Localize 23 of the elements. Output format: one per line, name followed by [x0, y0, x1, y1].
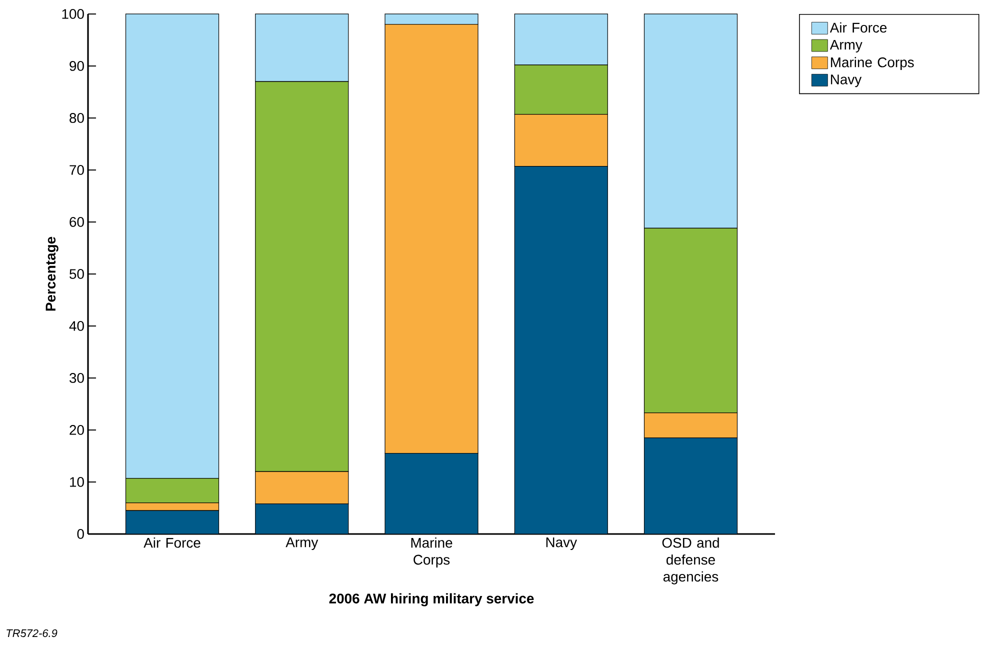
- y-tick-label: 80: [70, 113, 84, 123]
- y-tick-label: 70: [70, 165, 84, 175]
- legend-label: Air Force: [830, 22, 887, 33]
- text: TR572-6.9: [6, 629, 58, 638]
- y-tick-label: 30: [70, 373, 84, 383]
- x-tick-label: OSD and defense agencies: [662, 538, 719, 584]
- y-axis-title: Percentage: [46, 236, 58, 311]
- y-tick-label: 10: [70, 477, 84, 487]
- y-tick-label: 0: [77, 529, 84, 539]
- y-tick-label: 90: [70, 61, 84, 71]
- y-tick-label: 100: [62, 9, 84, 19]
- y-tick-label: 50: [70, 269, 84, 279]
- x-tick-label: Air Force: [144, 538, 200, 548]
- y-tick-label: 40: [69, 321, 84, 331]
- legend-label: Navy: [830, 74, 862, 88]
- y-tick-label: 60: [70, 217, 84, 227]
- x-tick-label: Navy: [546, 538, 577, 550]
- y-tick-label: 20: [70, 425, 84, 435]
- x-tick-label: Marine Corps: [411, 538, 452, 568]
- legend-label: Marine Corps: [830, 57, 914, 70]
- x-tick-label: Army: [286, 538, 318, 550]
- legend-label: Army: [830, 40, 862, 52]
- x-axis-title: 2006 AW hiring military service: [329, 593, 534, 606]
